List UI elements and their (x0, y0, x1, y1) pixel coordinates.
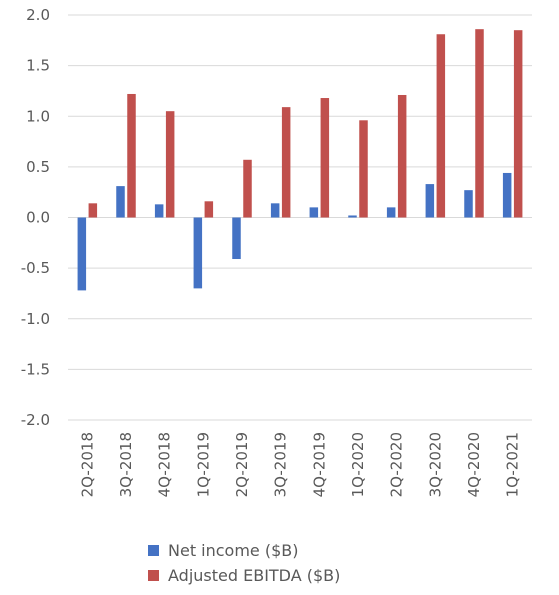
x-axis-tick-labels: 2Q-2018 3Q-2018 4Q-2018 1Q-2019 2Q-2019 3Q-20… (78, 432, 521, 497)
bar-adjusted-ebitda-3q-2019 (281, 107, 291, 218)
y-tick-label: 2.0 (26, 6, 50, 24)
y-tick-label: -1.5 (21, 360, 50, 378)
y-tick-label: 1.0 (26, 107, 50, 125)
y-tick-label: 0.5 (26, 158, 50, 176)
legend-label-adjusted-ebitda: Adjusted EBITDA ($B) (168, 566, 340, 585)
y-tick-label: -0.5 (21, 259, 50, 277)
legend-swatch-adjusted-ebitda (148, 570, 159, 581)
bar-net-income-2q-2020 (386, 207, 396, 218)
bar-adjusted-ebitda-3q-2018 (127, 93, 136, 218)
y-tick-label: -1.0 (21, 310, 50, 328)
bar-adjusted-ebitda-1q-2020 (359, 120, 368, 218)
bar-adjusted-ebitda-4q-2018 (165, 111, 175, 218)
legend: Net income ($B) Adjusted EBITDA ($B) (148, 541, 340, 585)
x-tick-label: 1Q-2019 (194, 432, 212, 497)
bar-net-income-1q-2020 (348, 215, 357, 218)
x-tick-label: 1Q-2020 (349, 432, 367, 497)
bar-adjusted-ebitda-2q-2019 (243, 159, 252, 218)
bar-net-income-2q-2019 (232, 217, 241, 260)
bar-net-income-1q-2019 (193, 217, 203, 289)
bar-net-income-3q-2018 (116, 186, 125, 218)
bar-adjusted-ebitda-4q-2020 (475, 29, 484, 218)
bar-net-income-4q-2020 (464, 190, 473, 218)
x-tick-label: 2Q-2020 (388, 432, 406, 497)
x-tick-label: 4Q-2018 (156, 432, 174, 497)
bar-adjusted-ebitda-1q-2019 (204, 201, 214, 218)
x-tick-label: 4Q-2019 (310, 432, 328, 497)
y-tick-label: -2.0 (21, 411, 50, 429)
bar-net-income-3q-2019 (270, 203, 280, 218)
x-tick-label: 2Q-2019 (233, 432, 251, 497)
bar-adjusted-ebitda-2q-2018 (88, 203, 98, 218)
bar-net-income-4q-2019 (309, 207, 319, 218)
x-tick-label: 3Q-2018 (117, 432, 135, 497)
bar-net-income-1q-2021 (502, 172, 512, 218)
bar-net-income-2q-2018 (77, 217, 87, 291)
x-tick-label: 2Q-2018 (78, 432, 96, 497)
x-tick-label: 3Q-2020 (426, 432, 444, 497)
bar-adjusted-ebitda-1q-2021 (513, 30, 523, 218)
gridlines (68, 14, 532, 421)
x-tick-label: 1Q-2021 (504, 432, 522, 497)
legend-label-net-income: Net income ($B) (168, 541, 299, 560)
y-axis-tick-labels: 2.0 1.5 1.0 0.5 0.0 -0.5 -1.0 -1.5 -2.0 (21, 6, 50, 429)
bar-adjusted-ebitda-4q-2019 (320, 98, 330, 218)
y-tick-label: 0.0 (26, 209, 50, 227)
bar-net-income-3q-2020 (425, 184, 435, 218)
y-tick-label: 1.5 (26, 57, 50, 75)
bar-adjusted-ebitda-2q-2020 (397, 94, 407, 218)
x-tick-label: 4Q-2020 (465, 432, 483, 497)
x-tick-label: 3Q-2019 (272, 432, 290, 497)
legend-swatch-net-income (148, 545, 159, 556)
bars (77, 29, 523, 291)
bar-adjusted-ebitda-3q-2020 (436, 34, 446, 218)
bar-net-income-4q-2018 (154, 204, 164, 218)
